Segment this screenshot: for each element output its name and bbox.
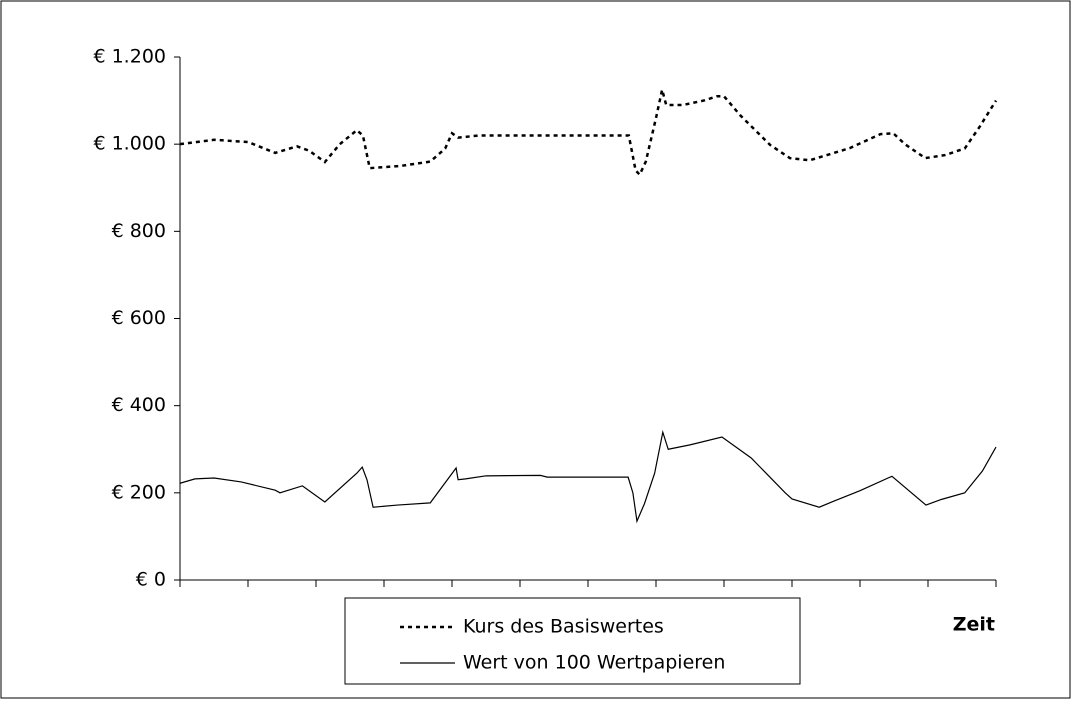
y-tick-label: € 200 [112, 481, 166, 503]
legend-box [344, 597, 801, 685]
y-tick-label: € 0 [136, 569, 166, 591]
x-axis-label: Zeit [953, 614, 995, 636]
y-tick-label: € 800 [112, 220, 166, 242]
y-tick-label: € 1.200 [93, 46, 166, 68]
legend-label: Kurs des Basiswertes [463, 616, 664, 638]
y-tick-label: € 1.000 [93, 133, 166, 155]
legend-label: Wert von 100 Wertpapieren [463, 652, 725, 674]
y-tick-label: € 400 [112, 394, 166, 416]
data-line [179, 89, 998, 177]
y-tick-label: € 600 [112, 307, 166, 329]
data-line [179, 429, 997, 524]
